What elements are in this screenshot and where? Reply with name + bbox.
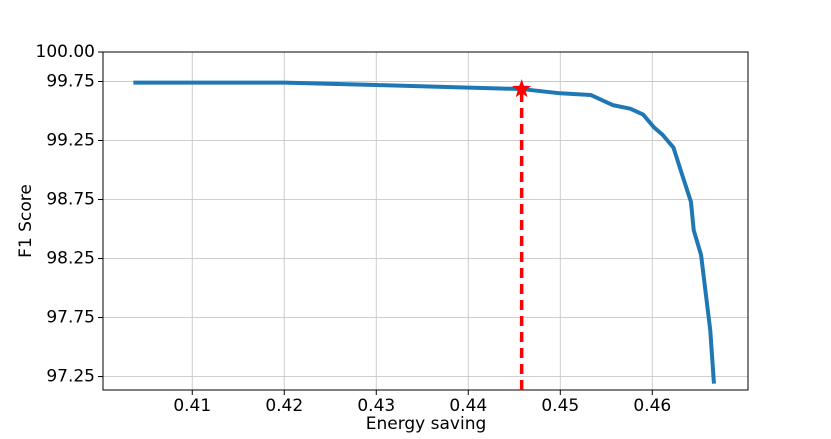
x-tick-label: 0.42: [265, 396, 303, 416]
y-tick-label: 99.75: [46, 72, 95, 92]
y-axis-label: F1 Score: [16, 184, 36, 258]
x-tick-label: 0.43: [357, 396, 395, 416]
data-line: [133, 80, 716, 384]
y-tick-label: 100.00: [36, 42, 95, 62]
highlight-star: [512, 79, 532, 98]
y-tick-label: 98.75: [46, 190, 95, 210]
x-tick-label: 0.46: [633, 396, 671, 416]
y-tick-label: 97.75: [46, 308, 95, 328]
y-tick-label: 99.25: [46, 131, 95, 151]
y-tick-label: 97.25: [46, 367, 95, 387]
x-tick-label: 0.44: [449, 396, 487, 416]
y-tick-label: 98.25: [46, 249, 95, 269]
plot-frame: [102, 51, 749, 391]
x-axis-label: Energy saving: [366, 414, 487, 434]
x-tick-label: 0.45: [541, 396, 579, 416]
x-tick-label: 0.41: [173, 396, 211, 416]
